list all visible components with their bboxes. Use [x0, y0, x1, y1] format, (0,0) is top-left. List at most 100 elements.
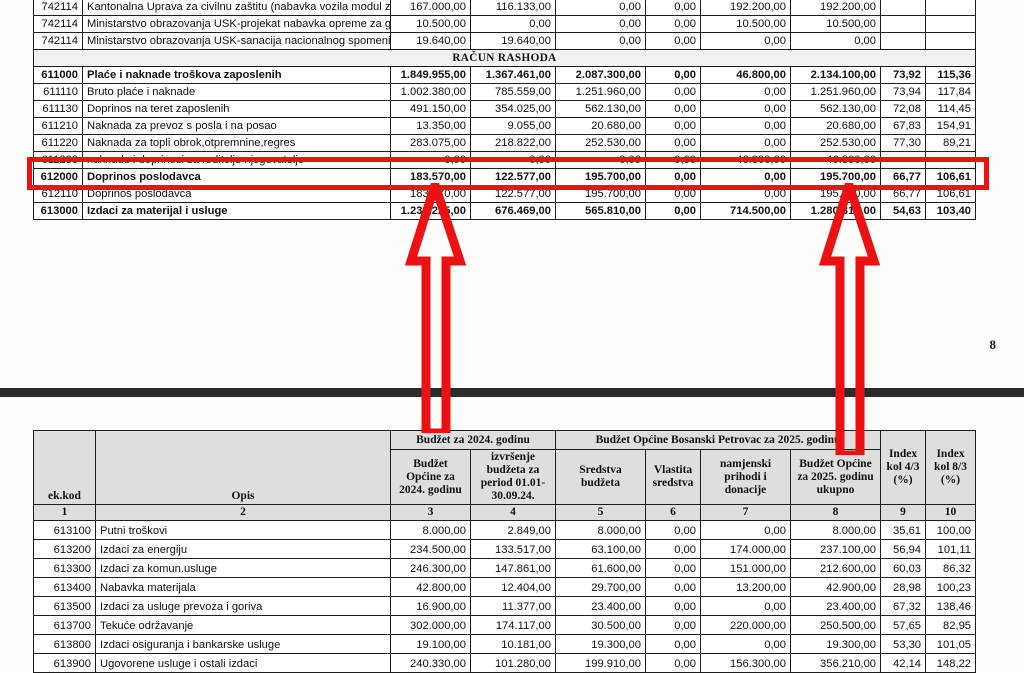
- cell-c8: 1.280.310,00: [790, 202, 881, 220]
- section-header-label: RAČUN RASHODA: [33, 49, 976, 67]
- cell-c4: 354.025,00: [470, 100, 556, 118]
- cell-c8: 192.200,00: [790, 0, 881, 16]
- cell-c9: [880, 151, 926, 169]
- cell-c3: 1.233.225,00: [390, 202, 471, 220]
- cell-ek-kod: 611130: [33, 100, 83, 118]
- cell-c9: 28,98: [880, 577, 927, 597]
- cell-c7: 151.000,00: [700, 558, 791, 578]
- cell-c7: 46.800,00: [700, 66, 791, 84]
- cell-c6: 0,00: [645, 202, 701, 220]
- cell-ek-kod: 613800: [33, 634, 96, 654]
- cell-c4: 116.133,00: [470, 0, 556, 16]
- cell-c7: 174.000,00: [700, 539, 791, 559]
- cell-c3: 13.350,00: [390, 117, 471, 135]
- table-row: 612000 Doprinos poslodavca 183.570,00 122.5…: [33, 168, 976, 186]
- cell-c3: 283.075,00: [390, 134, 471, 152]
- table-row: 613500 Izdaci za usluge prevoza i goriva 1…: [33, 596, 977, 616]
- cell-c8: 237.100,00: [789, 539, 882, 559]
- column-number: 5: [555, 504, 646, 521]
- cell-c7: 0,00: [700, 634, 791, 654]
- cell-c9: 66,77: [880, 185, 926, 203]
- cell-c8: 252.530,00: [790, 134, 881, 152]
- cell-c8: 42.900,00: [789, 577, 882, 597]
- cell-c3: 491.150,00: [390, 100, 471, 118]
- cell-c10: 101,11: [925, 539, 977, 559]
- cell-c3: 0,00: [390, 151, 471, 169]
- cell-ek-kod: 611233: [33, 151, 83, 169]
- cell-c10: 114,45: [925, 100, 976, 118]
- table-row: 612110 Doprinos poslodavca 183.570,00 122.5…: [33, 185, 976, 203]
- cell-c8: 2.134.100,00: [790, 66, 881, 84]
- cell-c9: 42,14: [880, 653, 927, 673]
- table-row: 613900 Ugovorene usluge i ostali izdaci 24…: [33, 653, 977, 673]
- cell-c10: 82,95: [925, 615, 977, 635]
- cell-description: Izdaci za materijal i usluge: [82, 202, 391, 220]
- cell-c4: 122.577,00: [470, 168, 556, 186]
- cell-c4: 785.559,00: [470, 83, 556, 101]
- cell-c6: 0,00: [645, 134, 701, 152]
- cell-c10: 100,23: [925, 577, 977, 597]
- cell-description: Tekuće održavanje: [95, 615, 391, 635]
- cell-ek-kod: 611220: [33, 134, 83, 152]
- cell-c4: 133.517,00: [470, 539, 556, 559]
- cell-c10: [925, 15, 976, 33]
- table-row: 611000 Plaće i naknade troškova zaposleni…: [33, 66, 976, 84]
- cell-description: naknade i doprinosi za roditelje njegova…: [82, 151, 391, 169]
- cell-c6: 0,00: [645, 596, 701, 616]
- cell-c3: 16.900,00: [390, 596, 471, 616]
- cell-c6: 0,00: [645, 15, 701, 33]
- cell-c5: 23.400,00: [555, 596, 646, 616]
- scanned-page-bottom: ek.kod Opis Budžet za 2024. godinu Budžet O…: [0, 397, 1024, 673]
- cell-c3: 19.640,00: [390, 32, 471, 50]
- cell-c5: 0,00: [555, 0, 646, 16]
- cell-c9: 54,63: [880, 202, 926, 220]
- cell-c5: 0,00: [555, 151, 646, 169]
- cell-c6: 0,00: [645, 634, 701, 654]
- cell-c6: 0,00: [645, 117, 701, 135]
- cell-c5: 1.251.960,00: [555, 83, 646, 101]
- group-header-2024: Budžet za 2024. godinu: [390, 430, 556, 450]
- table-row: 613800 Izdaci osiguranja i bankarske uslu…: [33, 634, 977, 654]
- column-number: 1: [33, 504, 96, 521]
- cell-c9: 60,03: [880, 558, 927, 578]
- cell-c10: 89,21: [925, 134, 976, 152]
- cell-ek-kod: 612110: [33, 185, 83, 203]
- header-index-83: Index kol 8/3 (%): [925, 430, 977, 505]
- section-header-row: RAČUN RASHODA: [33, 49, 976, 67]
- cell-c5: 252.530,00: [555, 134, 646, 152]
- cell-c7: 0,00: [700, 32, 791, 50]
- cell-c5: 199.910,00: [555, 653, 646, 673]
- cell-description: Naknada za topli obrok,otpremnine,regres: [82, 134, 391, 152]
- cell-c8: 250.500,00: [789, 615, 882, 635]
- cell-c8: 20.680,00: [790, 117, 881, 135]
- cell-c10: 86,32: [925, 558, 977, 578]
- cell-c3: 10.500,00: [390, 15, 471, 33]
- cell-c4: 19.640,00: [470, 32, 556, 50]
- cell-ek-kod: 613000: [33, 202, 83, 220]
- cell-c10: 117,84: [925, 83, 976, 101]
- cell-c5: 20.680,00: [555, 117, 646, 135]
- header-index-43: Index kol 4/3 (%): [880, 430, 927, 505]
- cell-c9: 73,92: [880, 66, 926, 84]
- cell-c4: 0,00: [470, 15, 556, 33]
- cell-c3: 183.570,00: [390, 168, 471, 186]
- table-row: 742114 Ministarstvo obrazovanja USK-proje…: [33, 15, 976, 33]
- cell-c9: 56,94: [880, 539, 927, 559]
- scanned-page-top: 742114 Kantonalna Uprava za civilnu zašti…: [27, 0, 996, 352]
- cell-c4: 174.117,00: [470, 615, 556, 635]
- cell-c8: 356.210,00: [789, 653, 882, 673]
- cell-ek-kod: 613400: [33, 577, 96, 597]
- cell-description: Doprinos na teret zaposlenih: [82, 100, 391, 118]
- cell-description: Naknada za prevoz s posla i na posao: [82, 117, 391, 135]
- cell-c9: 66,77: [880, 168, 926, 186]
- table-row: 611110 Bruto plaće i naknade 1.002.380,00 7…: [33, 83, 976, 101]
- cell-description: Izdaci za komun.usluge: [95, 558, 391, 578]
- cell-c3: 1.002.380,00: [390, 83, 471, 101]
- cell-c5: 0,00: [555, 15, 646, 33]
- cell-c10: 115,36: [925, 66, 976, 84]
- header-sredstva: Sredstva budžeta: [555, 449, 646, 505]
- table-row: 613000 Izdaci za materijal i usluge 1.233.…: [33, 202, 976, 220]
- cell-c9: 72,08: [880, 100, 926, 118]
- cell-c10: [925, 151, 976, 169]
- cell-c7: 0,00: [700, 168, 791, 186]
